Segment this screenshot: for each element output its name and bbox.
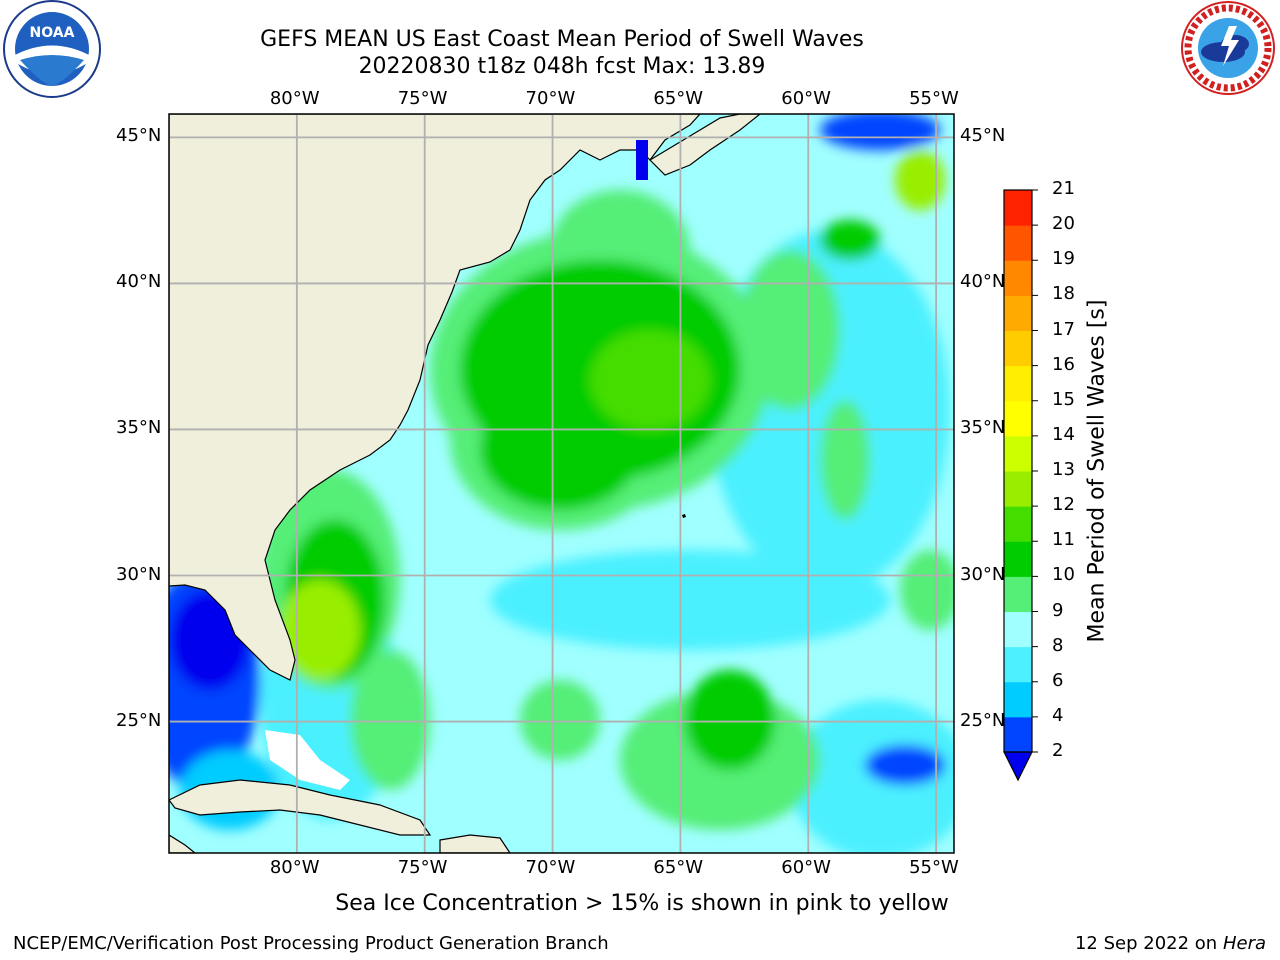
noaa-logo-icon: NOAA [3, 0, 101, 98]
land-nova-scotia [649, 114, 761, 176]
colorbar-tick-label: 21 [1052, 178, 1075, 199]
colorbar-tick-label: 14 [1052, 423, 1075, 445]
lat-label: 45°N [116, 125, 162, 147]
colorbar-under-arrow [1003, 751, 1033, 782]
colorbar-segment [1004, 716, 1032, 753]
nws-logo-icon [1181, 1, 1275, 95]
land-north-america [169, 114, 701, 681]
lat-label: 25°N [960, 709, 1006, 731]
graticule [169, 114, 954, 853]
colorbar-tick-label: 17 [1052, 318, 1075, 340]
lon-label: 55°W [909, 88, 959, 109]
colorbar-tick-label: 2 [1052, 740, 1064, 761]
colorbar-segment [1004, 190, 1032, 226]
lon-label: 60°W [781, 88, 831, 109]
lat-label: 25°N [116, 709, 162, 731]
colorbar-tick-label: 18 [1052, 283, 1075, 305]
land-cuba [169, 779, 432, 836]
colorbar-tick-label: 20 [1052, 213, 1075, 235]
lon-label: 75°W [397, 857, 448, 878]
colorbar-tick-label: 8 [1052, 634, 1064, 656]
chart-title: GEFS MEAN US East Coast Mean Period of S… [260, 27, 864, 52]
lon-label: 70°W [525, 88, 576, 109]
lat-label: 35°N [116, 417, 162, 439]
lon-label: 75°W [397, 88, 448, 109]
colorbar-segment [1004, 471, 1032, 507]
colorbar-tick-label: 11 [1052, 529, 1075, 551]
lon-label: 60°W [781, 857, 831, 878]
colorbar-segment [1004, 225, 1032, 261]
lon-label: 65°W [653, 88, 704, 109]
colorbar-tick-label: 13 [1052, 459, 1075, 480]
land-hispaniola [439, 834, 511, 853]
colorbar-segment [1004, 541, 1032, 577]
forecast-subtitle: 20220830 t18z 048h fcst Max: 13.89 [358, 54, 766, 79]
colorbar-segment [1004, 435, 1032, 472]
footer-date: 12 Sep 2022 on Hera [1075, 933, 1266, 954]
lat-label: 40°N [116, 271, 162, 293]
lat-label: 45°N [960, 125, 1006, 147]
footer-credit: NCEP/EMC/Verification Post Processing Pr… [13, 933, 609, 954]
colorbar-tick-label: 4 [1052, 704, 1064, 726]
colorbar [1003, 189, 1038, 782]
land-bermuda [682, 514, 686, 518]
colorbar-label: Mean Period of Swell Waves [s] [1084, 299, 1110, 643]
lon-label: 70°W [525, 857, 576, 878]
colorbar-tick-label: 10 [1052, 564, 1075, 586]
lon-label: 55°W [909, 857, 959, 878]
colorbar-tick-label: 19 [1052, 248, 1075, 270]
lat-label: 35°N [960, 417, 1006, 439]
colorbar-segment [1004, 506, 1032, 542]
lat-label: 30°N [960, 563, 1006, 585]
colorbar-segment [1004, 365, 1032, 402]
lon-label: 80°W [269, 88, 320, 109]
lat-label: 40°N [960, 271, 1006, 293]
lon-label: 65°W [653, 857, 704, 878]
colorbar-segment [1004, 260, 1032, 296]
map-frame [168, 113, 955, 854]
colorbar-segment [1004, 681, 1032, 718]
colorbar-segment [1004, 611, 1032, 648]
land-yucatan [169, 834, 196, 853]
swell-period-field [169, 114, 954, 853]
colorbar-segment [1004, 330, 1032, 367]
lon-label: 80°W [269, 857, 320, 878]
colorbar-tick-label: 15 [1052, 388, 1075, 410]
footer-host: Hera [1222, 933, 1266, 954]
noaa-logo-text: NOAA [30, 25, 75, 41]
colorbar-segment [1004, 400, 1032, 437]
colorbar-segment [1004, 576, 1032, 612]
colorbar-tick-label: 16 [1052, 353, 1075, 375]
colorbar-tick-label: 9 [1052, 599, 1064, 621]
colorbar-segment [1004, 646, 1032, 683]
colorbar-tick-label: 12 [1052, 494, 1075, 516]
bay-of-fundy-low [636, 140, 648, 180]
lat-label: 30°N [116, 563, 162, 585]
colorbar-segment [1004, 295, 1032, 331]
missing-data-patch [265, 730, 350, 790]
colorbar-tick-label: 6 [1052, 669, 1064, 691]
footer-date-text: 12 Sep 2022 on [1074, 933, 1218, 954]
sea-ice-note: Sea Ice Concentration > 15% is shown in … [335, 891, 949, 916]
